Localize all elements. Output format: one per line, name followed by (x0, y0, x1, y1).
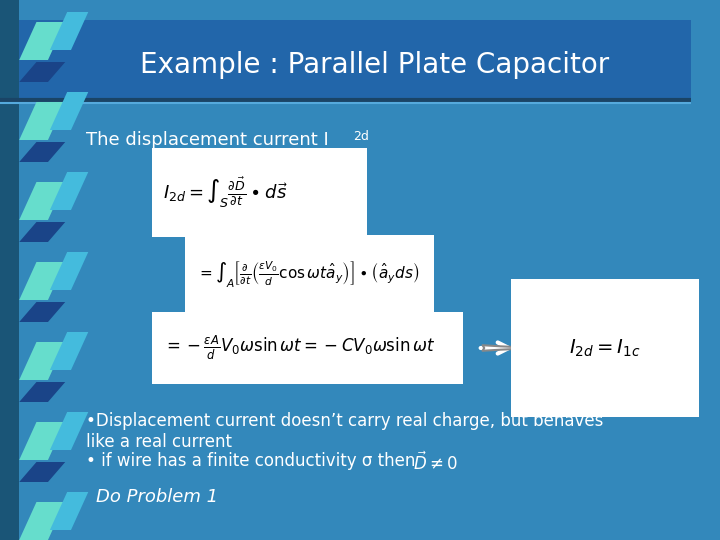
Text: $I_{2d} = \int_{S} \frac{\partial \vec{D}}{\partial t} \bullet d\vec{s}$: $I_{2d} = \int_{S} \frac{\partial \vec{D… (163, 175, 289, 210)
Polygon shape (19, 22, 66, 60)
Polygon shape (50, 252, 89, 290)
Text: $= \int_{A}\left[\frac{\partial}{\partial t}\left(\frac{\varepsilon V_0}{d}\cos\: $= \int_{A}\left[\frac{\partial}{\partia… (197, 259, 419, 289)
Text: •Displacement current doesn’t carry real charge, but behaves
like a real current: •Displacement current doesn’t carry real… (86, 412, 604, 451)
Text: • if wire has a finite conductivity σ then: • if wire has a finite conductivity σ th… (86, 452, 415, 470)
Polygon shape (19, 462, 66, 482)
Polygon shape (50, 172, 89, 210)
Polygon shape (19, 62, 66, 82)
Polygon shape (50, 492, 89, 530)
FancyBboxPatch shape (152, 312, 462, 384)
Polygon shape (19, 502, 66, 540)
Polygon shape (19, 102, 66, 140)
Text: The displacement current I: The displacement current I (86, 131, 329, 149)
Text: 2d: 2d (353, 130, 369, 143)
FancyBboxPatch shape (185, 235, 433, 314)
FancyBboxPatch shape (536, 322, 674, 374)
FancyBboxPatch shape (0, 0, 19, 540)
Text: $\vec{D} \neq 0$: $\vec{D} \neq 0$ (413, 452, 457, 475)
FancyBboxPatch shape (0, 20, 691, 100)
Polygon shape (50, 412, 89, 450)
Polygon shape (50, 332, 89, 370)
Polygon shape (19, 222, 66, 242)
FancyBboxPatch shape (152, 148, 366, 237)
Polygon shape (19, 142, 66, 162)
Polygon shape (19, 262, 66, 300)
Polygon shape (19, 302, 66, 322)
Polygon shape (19, 342, 66, 380)
Polygon shape (50, 92, 89, 130)
Polygon shape (19, 182, 66, 220)
Text: Do Problem 1: Do Problem 1 (96, 488, 218, 506)
Text: Example : Parallel Plate Capacitor: Example : Parallel Plate Capacitor (140, 51, 609, 79)
Polygon shape (19, 382, 66, 402)
Polygon shape (50, 12, 89, 50)
Text: $I_{2d} = I_{1c}$: $I_{2d} = I_{1c}$ (569, 338, 640, 359)
Polygon shape (19, 422, 66, 460)
Text: $= -\frac{\varepsilon A}{d}V_0\omega\sin\omega t = -CV_0\omega\sin\omega t$: $= -\frac{\varepsilon A}{d}V_0\omega\sin… (163, 334, 436, 362)
